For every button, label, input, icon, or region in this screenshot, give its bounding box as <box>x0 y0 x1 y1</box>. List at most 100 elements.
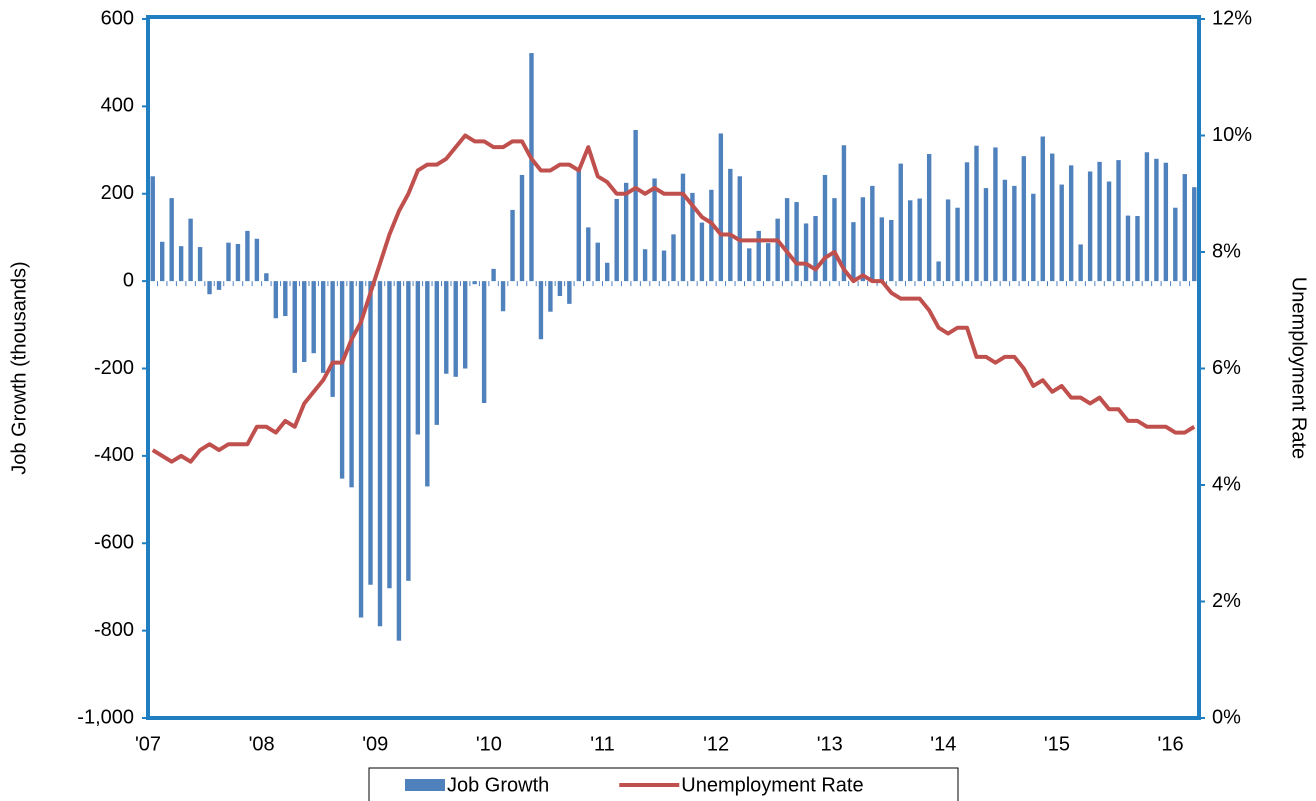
bar <box>983 188 989 282</box>
bar <box>519 174 525 282</box>
y2-tick-label: 2% <box>1212 590 1241 612</box>
bar <box>235 243 241 282</box>
bar <box>747 248 752 282</box>
bar <box>1050 153 1055 282</box>
legend-label: Job Growth <box>447 774 549 796</box>
bar <box>311 281 316 354</box>
x-tick-label: '15 <box>1044 733 1070 755</box>
bar <box>765 243 771 282</box>
bar <box>993 147 998 282</box>
bar <box>898 163 903 282</box>
bar <box>1116 160 1121 282</box>
bar <box>1031 193 1036 282</box>
y-tick-label: -800 <box>94 619 134 641</box>
x-tick-label: '13 <box>817 733 843 755</box>
x-tick-label: '12 <box>703 733 729 755</box>
bar <box>718 133 724 282</box>
bar <box>178 246 184 282</box>
bar <box>396 281 402 641</box>
bar <box>623 182 629 282</box>
bar <box>226 242 231 282</box>
y-tick-label: -200 <box>94 357 134 379</box>
bar <box>1125 215 1131 282</box>
bar <box>860 197 866 282</box>
bar <box>330 281 335 397</box>
bar <box>699 222 705 282</box>
bar <box>926 153 932 282</box>
bar <box>690 192 695 282</box>
bar <box>197 247 203 282</box>
bar <box>160 241 165 282</box>
bar <box>216 281 222 290</box>
bar <box>851 222 856 282</box>
bar <box>548 281 553 312</box>
y-tick-label: 400 <box>101 95 134 117</box>
bar <box>406 281 411 581</box>
bar <box>642 249 648 282</box>
bar <box>794 202 799 282</box>
x-tick-label: '08 <box>249 733 275 755</box>
bar <box>784 198 790 282</box>
bar <box>273 281 279 319</box>
bar <box>671 234 676 282</box>
bar <box>832 198 837 282</box>
bar <box>879 217 885 282</box>
bar <box>169 198 174 282</box>
bar <box>803 223 809 282</box>
bar <box>813 216 818 282</box>
bar <box>358 281 364 618</box>
legend-swatch <box>405 779 445 791</box>
bar <box>737 176 742 282</box>
bar <box>709 189 714 282</box>
bar <box>567 281 572 304</box>
x-tick-label: '10 <box>476 733 502 755</box>
bar <box>756 230 761 282</box>
bar <box>945 199 951 282</box>
y2-tick-label: 0% <box>1212 706 1241 728</box>
bar <box>292 281 297 373</box>
bar <box>1040 136 1045 282</box>
y2-tick-label: 8% <box>1212 240 1241 262</box>
bar <box>500 281 506 312</box>
y2-tick-label: 10% <box>1212 124 1252 146</box>
bar <box>264 273 269 282</box>
bar <box>822 174 828 282</box>
bar <box>529 53 534 282</box>
y-tick-label: 0 <box>123 269 134 291</box>
bar <box>633 129 638 282</box>
bar <box>1173 207 1178 282</box>
bar <box>1021 156 1027 282</box>
bar <box>349 281 354 488</box>
bar <box>1144 152 1150 282</box>
y2-tick-label: 12% <box>1212 7 1252 29</box>
bar <box>1106 181 1112 282</box>
x-tick-label: '09 <box>362 733 388 755</box>
bar <box>614 198 619 282</box>
y-axis-title: Job Growth (thousands) <box>8 261 30 474</box>
bar <box>434 281 439 425</box>
bar <box>661 250 667 282</box>
bar <box>908 200 913 282</box>
bar <box>444 281 449 374</box>
bar <box>510 209 515 282</box>
bar <box>605 262 610 282</box>
bar <box>150 176 155 282</box>
bar <box>425 281 430 487</box>
bar <box>254 238 260 282</box>
bar <box>1078 244 1083 282</box>
bar <box>557 281 563 296</box>
bar <box>1192 187 1197 282</box>
bar <box>870 185 875 282</box>
plot-frame <box>146 15 1201 720</box>
bar <box>1087 171 1093 282</box>
bar <box>339 281 345 479</box>
bar <box>936 261 941 282</box>
bar <box>320 281 326 373</box>
y-tick-label: -600 <box>94 532 134 554</box>
bar <box>1154 158 1159 282</box>
bar <box>728 168 733 282</box>
y-tick-label: 200 <box>101 182 134 204</box>
bar <box>481 281 487 404</box>
bar <box>387 281 392 589</box>
